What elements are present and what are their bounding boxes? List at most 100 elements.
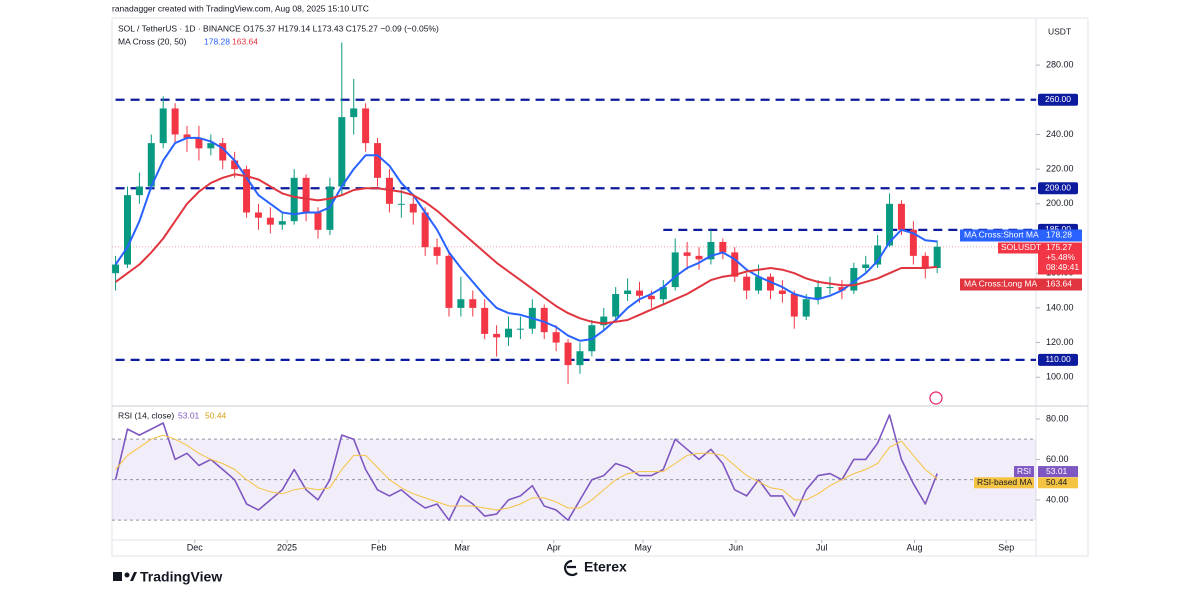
candle-body — [231, 160, 239, 170]
candle-body — [314, 212, 322, 230]
candle-body — [790, 294, 798, 317]
candle-body — [266, 217, 274, 225]
price-tag-name: SOLUSDT — [1001, 242, 1041, 252]
candle-body — [123, 195, 131, 265]
candle-body — [195, 137, 203, 149]
rsi-legend-ma: 50.44 — [205, 410, 227, 420]
candle-body — [112, 264, 120, 274]
x-tick-label: 2025 — [277, 542, 297, 552]
rsi-tag-value: 53.01 — [1046, 466, 1068, 476]
candle-body — [290, 177, 298, 222]
logo-mark — [113, 572, 122, 581]
candle-body — [564, 342, 572, 366]
level-label-bg — [1038, 93, 1078, 106]
long-ma-tag-value: 163.64 — [1046, 279, 1072, 289]
candle-body — [933, 246, 941, 268]
rsi-tag-value: 50.44 — [1046, 477, 1068, 487]
rsi-legend-value: 53.01 — [178, 410, 200, 420]
event-icon — [929, 391, 943, 405]
level-label-bg — [1038, 353, 1078, 366]
tv-logo — [113, 572, 137, 581]
candle-body — [374, 143, 382, 178]
candle-body — [743, 276, 751, 291]
candle-body — [600, 316, 608, 326]
x-tick-label: Sep — [998, 542, 1014, 552]
short-ma-line — [114, 136, 938, 342]
level-label: 260.00 — [1045, 94, 1071, 104]
watermark-icon — [564, 559, 578, 577]
long-ma-tag-bg — [960, 278, 1082, 291]
y-tick-label: 100.00 — [1046, 372, 1074, 382]
symbol-legend: SOL / TetherUS · 1D · BINANCE O175.37 H1… — [118, 23, 439, 33]
candle-body — [874, 245, 882, 265]
candle-body — [671, 252, 679, 288]
x-tick-label: Aug — [907, 542, 923, 552]
candle-body — [516, 328, 524, 330]
candle-body — [802, 299, 810, 317]
candle-body — [778, 290, 786, 295]
candle-body — [421, 212, 429, 248]
logo-dot — [124, 572, 130, 578]
candle-body — [350, 108, 358, 118]
candle-body — [362, 108, 370, 144]
long-ma-line — [115, 173, 938, 325]
candle-body — [338, 117, 346, 187]
rsi-tag-name-bg — [974, 477, 1034, 489]
price-tag-bg — [1038, 242, 1082, 275]
rsi-line — [114, 414, 938, 521]
candle-body — [493, 333, 501, 338]
candle-body — [707, 241, 715, 260]
y-tick-label: 280.00 — [1046, 59, 1074, 69]
candle-body — [719, 241, 727, 253]
candle-body — [254, 212, 262, 218]
candle-body — [647, 295, 655, 300]
candle-body — [731, 252, 739, 277]
y-tick-label: 240.00 — [1046, 129, 1074, 139]
candle-body — [624, 290, 632, 295]
x-tick-label: May — [635, 542, 653, 552]
candle-body — [457, 299, 465, 308]
candle-body — [207, 143, 215, 149]
currency: USDT — [1048, 26, 1071, 36]
candle-body — [219, 143, 227, 161]
short-ma-tag-name: MA Cross:Short MA — [964, 230, 1039, 240]
x-tick-label: Dec — [187, 542, 204, 552]
candle-body — [862, 264, 870, 268]
x-tick-label: Jun — [729, 542, 744, 552]
candle-body — [445, 255, 453, 308]
rsi-tag-value-bg — [1038, 466, 1078, 478]
candle-body — [826, 287, 834, 289]
candle-body — [612, 294, 620, 317]
short-ma-tag-value: 178.28 — [1046, 230, 1072, 240]
rsi-y-tick-label: 60.00 — [1046, 454, 1069, 464]
candle-body — [921, 255, 929, 268]
ma-legend: MA Cross (20, 50) — [118, 36, 187, 46]
level-label: 110.00 — [1045, 354, 1071, 364]
y-tick-label: 220.00 — [1046, 164, 1074, 174]
candle-body — [433, 247, 441, 256]
logo-slash — [130, 572, 137, 581]
candle-body — [635, 290, 643, 296]
price-tag-change: +5.48% — [1046, 252, 1076, 262]
watermark: Eterex — [584, 559, 627, 575]
x-tick-label: Jul — [816, 542, 828, 552]
candle-body — [540, 307, 548, 333]
candle-body — [409, 203, 417, 213]
candle-body — [886, 203, 894, 246]
candle-body — [755, 276, 763, 291]
candle-body — [814, 287, 822, 300]
rsi-tag-name: RSI-based MA — [977, 477, 1033, 487]
candle-body — [695, 255, 703, 260]
x-tick-label: Apr — [547, 542, 561, 552]
candle-body — [552, 332, 560, 343]
y-tick-label: 140.00 — [1046, 302, 1074, 312]
y-tick-label: 200.00 — [1046, 198, 1074, 208]
candle-body — [850, 267, 858, 291]
rsi-y-tick-label: 80.00 — [1046, 413, 1069, 423]
candle-body — [183, 134, 191, 138]
candle-body — [302, 177, 310, 213]
candle-body — [171, 108, 179, 135]
rsi-legend: RSI (14, close) — [118, 410, 174, 420]
candle-body — [397, 203, 405, 205]
